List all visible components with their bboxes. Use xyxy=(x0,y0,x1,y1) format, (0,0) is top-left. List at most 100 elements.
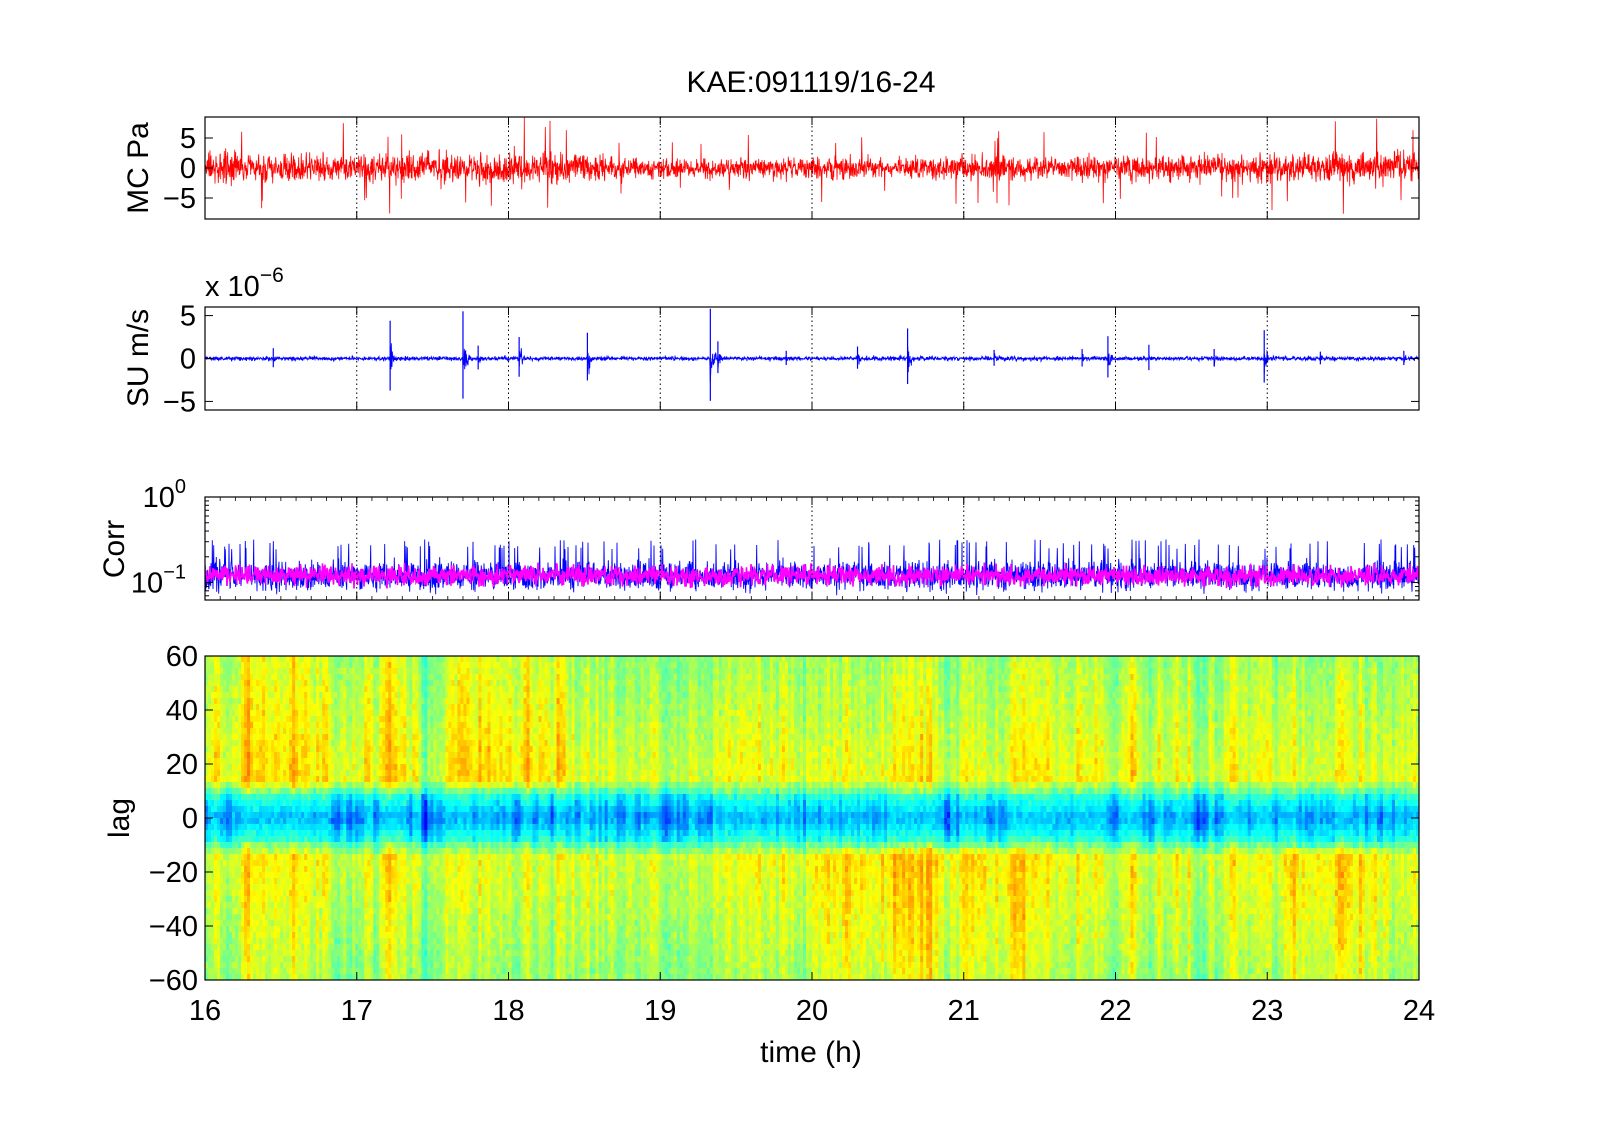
heatmap-cell xyxy=(241,830,245,837)
heatmap-cell xyxy=(256,884,260,891)
heatmap-cell xyxy=(277,962,281,969)
heatmap-cell xyxy=(214,692,218,699)
heatmap-cell xyxy=(253,752,257,759)
heatmap-cell xyxy=(262,698,266,705)
heatmap-cell xyxy=(211,914,215,921)
heatmap-cell xyxy=(235,854,239,861)
heatmap-cell xyxy=(271,698,275,705)
heatmap-cell xyxy=(211,698,215,705)
heatmap-cell xyxy=(238,908,242,915)
heatmap-cell xyxy=(223,674,227,681)
heatmap-cell xyxy=(262,962,266,969)
heatmap-cell xyxy=(247,902,251,909)
heatmap-cell xyxy=(214,830,218,837)
heatmap-cell xyxy=(253,938,257,945)
heatmap-cell xyxy=(220,950,224,957)
heatmap-cell xyxy=(259,890,263,897)
heatmap-cell xyxy=(217,920,221,927)
heatmap-cell xyxy=(268,728,272,735)
heatmap-cell xyxy=(217,686,221,693)
heatmap-cell xyxy=(277,920,281,927)
heatmap-cell xyxy=(235,812,239,819)
heatmap-cell xyxy=(271,758,275,765)
heatmap-cell xyxy=(253,692,257,699)
heatmap-cell xyxy=(277,932,281,939)
heatmap-cell xyxy=(205,896,209,903)
heatmap-cell xyxy=(259,662,263,669)
heatmap-cell xyxy=(286,854,290,861)
heatmap-cell xyxy=(256,926,260,933)
heatmap-cell xyxy=(223,734,227,741)
heatmap-cell xyxy=(283,734,287,741)
heatmap-cell xyxy=(268,824,272,831)
mc-pa-series xyxy=(205,117,1419,214)
heatmap-cell xyxy=(235,656,239,663)
heatmap-cell xyxy=(214,764,218,771)
heatmap-cell xyxy=(229,914,233,921)
heatmap-cell xyxy=(205,680,209,687)
heatmap-cell xyxy=(286,680,290,687)
heatmap-cell xyxy=(250,926,254,933)
heatmap-cell xyxy=(214,686,218,693)
heatmap-cell xyxy=(220,674,224,681)
heatmap-cell xyxy=(265,962,269,969)
heatmap-cell xyxy=(262,716,266,723)
heatmap-cell xyxy=(253,740,257,747)
heatmap-cell xyxy=(205,746,209,753)
heatmap-cell xyxy=(232,926,236,933)
heatmap-cell xyxy=(229,662,233,669)
heatmap-cell xyxy=(253,674,257,681)
heatmap-cell xyxy=(211,884,215,891)
heatmap-cell xyxy=(223,914,227,921)
heatmap-cell xyxy=(238,896,242,903)
heatmap-cell xyxy=(229,938,233,945)
heatmap-cell xyxy=(235,956,239,963)
heatmap-cell xyxy=(223,896,227,903)
heatmap-cell xyxy=(244,872,248,879)
heatmap-cell xyxy=(220,866,224,873)
heatmap-cell xyxy=(259,860,263,867)
heatmap-cell xyxy=(259,842,263,849)
heatmap-cell xyxy=(229,968,233,975)
heatmap-cell xyxy=(253,878,257,885)
heatmap-cell xyxy=(247,854,251,861)
heatmap-cell xyxy=(247,878,251,885)
heatmap-cell xyxy=(205,860,209,867)
heatmap-cell xyxy=(211,908,215,915)
heatmap-cell xyxy=(262,758,266,765)
heatmap-cell xyxy=(262,824,266,831)
heatmap-cell xyxy=(253,908,257,915)
heatmap-cell xyxy=(265,974,269,980)
heatmap-cell xyxy=(232,734,236,741)
heatmap-cell xyxy=(256,734,260,741)
heatmap-cell xyxy=(247,752,251,759)
heatmap-cell xyxy=(205,938,209,945)
heatmap-cell xyxy=(286,860,290,867)
heatmap-cell xyxy=(265,710,269,717)
heatmap-cell xyxy=(208,746,212,753)
heatmap-cell xyxy=(232,890,236,897)
heatmap-cell xyxy=(214,758,218,765)
heatmap-cell xyxy=(220,740,224,747)
heatmap-cell xyxy=(286,686,290,693)
heatmap-cell xyxy=(280,956,284,963)
heatmap-cell xyxy=(274,800,278,807)
heatmap-cell xyxy=(235,728,239,735)
heatmap-cell xyxy=(223,662,227,669)
heatmap-cell xyxy=(256,842,260,849)
heatmap-cell xyxy=(274,902,278,909)
heatmap-cell xyxy=(271,848,275,855)
heatmap-cell xyxy=(241,974,245,980)
heatmap-cell xyxy=(274,770,278,777)
su-exponent-label: x 10−6 xyxy=(205,264,284,303)
heatmap-cell xyxy=(262,770,266,777)
heatmap-cell xyxy=(283,908,287,915)
heatmap-cell xyxy=(220,920,224,927)
heatmap-cell xyxy=(205,752,209,759)
heatmap-cell xyxy=(271,662,275,669)
heatmap-cell xyxy=(247,770,251,777)
heatmap-cell xyxy=(205,902,209,909)
heatmap-cell xyxy=(256,812,260,819)
heatmap-cell xyxy=(280,854,284,861)
heatmap-cell xyxy=(205,770,209,777)
